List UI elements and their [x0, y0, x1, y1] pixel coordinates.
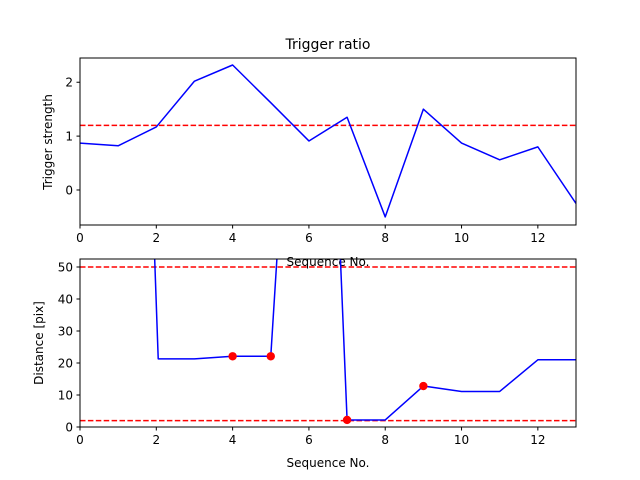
x-tick-label: 2 — [152, 433, 160, 447]
x-tick-label: 4 — [229, 433, 237, 447]
data-point-marker — [228, 352, 237, 361]
data-point-marker — [266, 352, 275, 361]
y-tick-label: 10 — [58, 388, 73, 402]
y-tick-label: 0 — [65, 183, 73, 197]
x-tick-label: 6 — [305, 433, 313, 447]
x-tick-label: 8 — [381, 231, 389, 245]
x-axis-label: Sequence No. — [287, 456, 370, 470]
x-tick-label: 10 — [454, 231, 469, 245]
y-axis-label: Trigger strength — [41, 94, 55, 191]
x-tick-label: 10 — [454, 433, 469, 447]
x-tick-label: 2 — [152, 231, 160, 245]
y-tick-label: 30 — [58, 324, 73, 338]
y-tick-label: 40 — [58, 292, 73, 306]
axes-frame — [79, 57, 577, 226]
trigger-ratio-panel: Trigger ratio Trigger strength Sequence … — [41, 37, 577, 269]
distance-panel: Distance [pix] Sequence No. 0 2 4 6 8 10 12 0 10… — [32, 258, 577, 470]
x-tick-label: 8 — [381, 433, 389, 447]
x-tick-label: 4 — [229, 231, 237, 245]
x-tick-label: 6 — [305, 231, 313, 245]
y-axis-label: Distance [pix] — [32, 301, 46, 385]
data-point-marker — [419, 381, 428, 391]
data-point-marker — [342, 415, 352, 425]
series-line — [153, 259, 576, 421]
chart-title: Trigger ratio — [284, 37, 370, 53]
y-tick-label: 0 — [65, 420, 73, 434]
y-tick-label: 2 — [65, 76, 73, 90]
y-tick-label: 1 — [65, 129, 73, 143]
x-tick-label: 0 — [76, 433, 84, 447]
x-tick-label: 12 — [530, 231, 545, 245]
x-tick-label: 0 — [76, 231, 84, 245]
y-tick-label: 50 — [58, 260, 73, 274]
x-tick-label: 12 — [530, 433, 545, 447]
series-line — [80, 64, 576, 218]
axes-frame — [79, 258, 577, 428]
y-tick-label: 20 — [58, 356, 73, 370]
